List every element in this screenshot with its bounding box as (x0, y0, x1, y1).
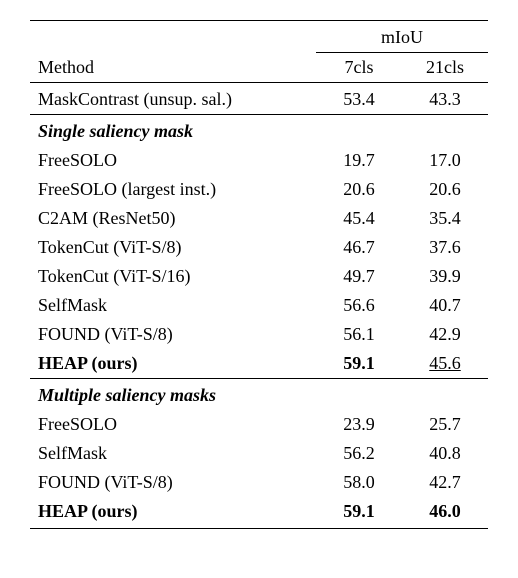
value-21cls: 35.4 (402, 204, 488, 233)
value-21cls: 17.0 (402, 146, 488, 175)
value-21cls: 42.7 (402, 468, 488, 497)
results-table: mIoU Method 7cls 21cls MaskContrast (uns… (30, 20, 488, 529)
value-7cls: 23.9 (316, 410, 402, 439)
value-21cls: 40.8 (402, 439, 488, 468)
method-cell: HEAP (ours) (30, 349, 316, 379)
table-row: TokenCut (ViT-S/16)49.739.9 (30, 262, 488, 291)
method-cell: SelfMask (30, 439, 316, 468)
table-row: FreeSOLO23.925.7 (30, 410, 488, 439)
method-header: Method (30, 53, 316, 83)
col-7cls-header: 7cls (316, 53, 402, 83)
table-row: FreeSOLO19.717.0 (30, 146, 488, 175)
method-cell: FreeSOLO (30, 146, 316, 175)
col-21cls-header: 21cls (402, 53, 488, 83)
value-7cls: 46.7 (316, 233, 402, 262)
empty-header (30, 23, 316, 53)
value-7cls: 20.6 (316, 175, 402, 204)
baseline-method: MaskContrast (unsup. sal.) (30, 85, 316, 115)
table-row: TokenCut (ViT-S/8)46.737.6 (30, 233, 488, 262)
table-row: SelfMask56.640.7 (30, 291, 488, 320)
table-row: FOUND (ViT-S/8)58.042.7 (30, 468, 488, 497)
table-row: FreeSOLO (largest inst.)20.620.6 (30, 175, 488, 204)
value-7cls: 56.6 (316, 291, 402, 320)
table-row: SelfMask56.240.8 (30, 439, 488, 468)
method-cell: FOUND (ViT-S/8) (30, 468, 316, 497)
baseline-v1: 53.4 (316, 85, 402, 115)
method-cell: HEAP (ours) (30, 497, 316, 526)
value-21cls: 40.7 (402, 291, 488, 320)
value-7cls: 59.1 (316, 349, 402, 379)
value-7cls: 56.2 (316, 439, 402, 468)
miou-header: mIoU (316, 23, 488, 53)
baseline-v2: 43.3 (402, 85, 488, 115)
value-21cls: 45.6 (402, 349, 488, 379)
method-cell: FreeSOLO (largest inst.) (30, 175, 316, 204)
value-7cls: 49.7 (316, 262, 402, 291)
value-7cls: 19.7 (316, 146, 402, 175)
table-row: HEAP (ours)59.145.6 (30, 349, 488, 379)
value-21cls: 20.6 (402, 175, 488, 204)
method-cell: TokenCut (ViT-S/8) (30, 233, 316, 262)
table-row: C2AM (ResNet50)45.435.4 (30, 204, 488, 233)
value-21cls: 46.0 (402, 497, 488, 526)
value-21cls: 42.9 (402, 320, 488, 349)
value-7cls: 56.1 (316, 320, 402, 349)
value-7cls: 45.4 (316, 204, 402, 233)
section2-title: Multiple saliency masks (30, 381, 488, 410)
section1-title: Single saliency mask (30, 117, 488, 146)
table-row: HEAP (ours)59.146.0 (30, 497, 488, 526)
method-cell: FreeSOLO (30, 410, 316, 439)
method-cell: C2AM (ResNet50) (30, 204, 316, 233)
table-row: FOUND (ViT-S/8)56.142.9 (30, 320, 488, 349)
method-cell: FOUND (ViT-S/8) (30, 320, 316, 349)
method-cell: SelfMask (30, 291, 316, 320)
value-7cls: 59.1 (316, 497, 402, 526)
value-21cls: 25.7 (402, 410, 488, 439)
method-cell: TokenCut (ViT-S/16) (30, 262, 316, 291)
baseline-row: MaskContrast (unsup. sal.) 53.4 43.3 (30, 85, 488, 115)
value-21cls: 39.9 (402, 262, 488, 291)
value-7cls: 58.0 (316, 468, 402, 497)
value-21cls: 37.6 (402, 233, 488, 262)
